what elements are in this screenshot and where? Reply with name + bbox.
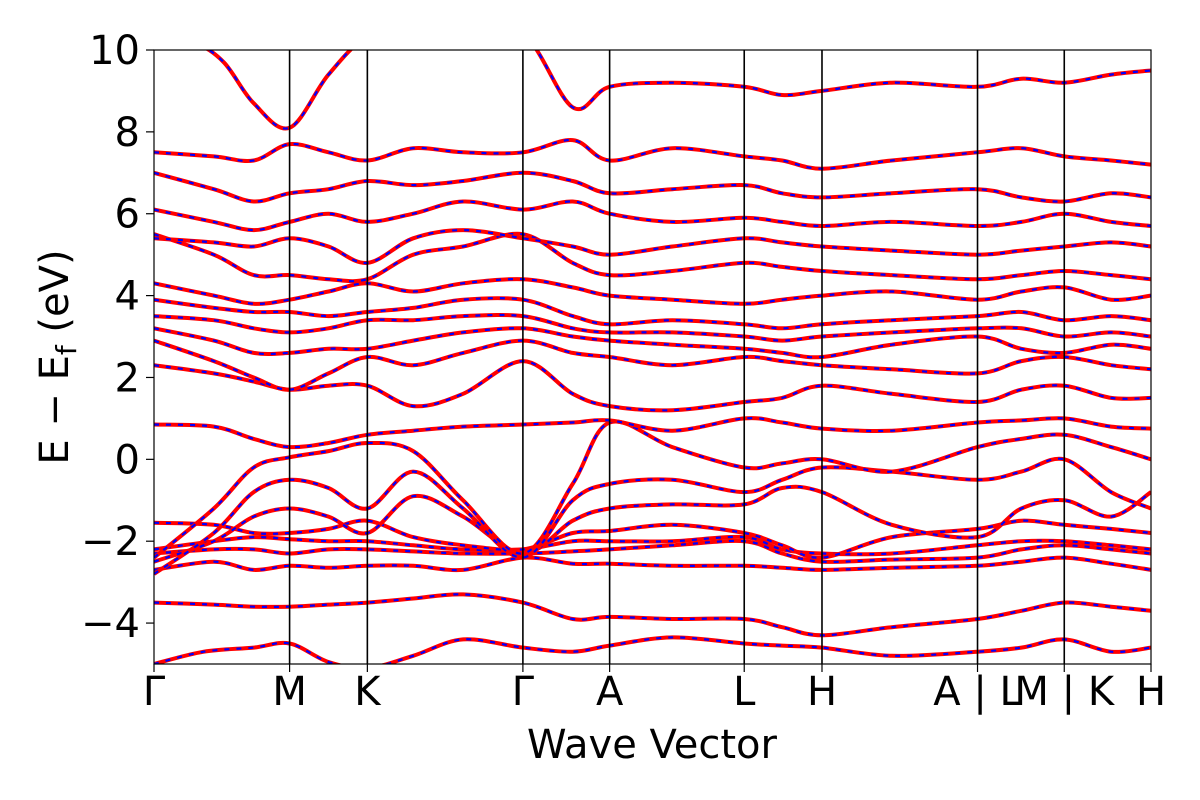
band-8-dashed bbox=[154, 457, 1151, 575]
y-tick-label: −2 bbox=[81, 519, 140, 565]
y-axis-ticks: −4 −2 0 2 4 6 8 10 bbox=[81, 28, 154, 647]
x-axis-ticks: Γ M K Γ A L H A | LM | K H bbox=[143, 664, 1166, 715]
band-19-solid bbox=[154, 199, 1151, 233]
band-22-dashed bbox=[206, 50, 1151, 130]
band-18-solid bbox=[154, 228, 1151, 265]
band-7-dashed bbox=[154, 485, 1151, 563]
band-13-dashed bbox=[154, 327, 1151, 359]
band-18-dashed bbox=[154, 228, 1151, 265]
band-16-dashed bbox=[154, 277, 1151, 306]
y-tick-label: 6 bbox=[115, 192, 140, 238]
x-tick-label: H bbox=[807, 669, 837, 715]
band-20-dashed bbox=[154, 171, 1151, 203]
y-axis-title-subscript: f bbox=[50, 344, 83, 355]
x-tick-label: M bbox=[272, 669, 307, 715]
x-tick-label: K bbox=[354, 669, 382, 715]
x-tick-label: Γ bbox=[143, 669, 166, 715]
x-tick-label: M | K bbox=[1014, 669, 1115, 715]
y-axis-title-unit: (eV) bbox=[32, 249, 78, 345]
y-tick-label: 4 bbox=[115, 274, 140, 320]
band-10-dashed bbox=[154, 417, 1151, 449]
y-tick-label: 10 bbox=[89, 28, 140, 74]
band-16-solid bbox=[154, 277, 1151, 306]
y-tick-label: −4 bbox=[81, 601, 140, 647]
x-tick-label: A bbox=[596, 669, 624, 715]
band-1-dashed bbox=[154, 636, 1151, 664]
y-tick-label: 0 bbox=[115, 437, 140, 483]
y-axis-title-main: E − E bbox=[32, 355, 78, 465]
band-3-solid bbox=[154, 555, 1151, 573]
band-12-solid bbox=[154, 338, 1151, 392]
band-4-solid bbox=[154, 538, 1151, 564]
band-17-dashed bbox=[154, 232, 1151, 283]
band-lines bbox=[154, 50, 1151, 664]
band-14-dashed bbox=[154, 313, 1151, 342]
band-14-solid bbox=[154, 312, 1151, 343]
band-21-dashed bbox=[154, 138, 1151, 170]
x-tick-label: A | L bbox=[933, 669, 1022, 715]
plot-frame bbox=[153, 49, 1152, 665]
x-axis-title: Wave Vector bbox=[527, 722, 778, 768]
band-21-solid bbox=[154, 138, 1151, 171]
band-2-solid bbox=[154, 592, 1151, 638]
band-8-solid bbox=[154, 456, 1151, 576]
band-15-dashed bbox=[154, 297, 1151, 330]
band-2-dashed bbox=[154, 593, 1151, 637]
y-axis-title: E − Ef (eV) bbox=[32, 249, 83, 464]
y-tick-label: 2 bbox=[115, 355, 140, 401]
x-tick-label: H bbox=[1136, 669, 1166, 715]
band-19-dashed bbox=[154, 200, 1151, 232]
band-5-solid bbox=[154, 534, 1151, 557]
y-tick-label: 8 bbox=[115, 110, 140, 156]
band-20-solid bbox=[154, 170, 1151, 204]
high-symmetry-lines bbox=[288, 50, 1066, 664]
x-tick-label: Γ bbox=[512, 669, 535, 715]
band-9-solid bbox=[154, 419, 1151, 560]
band-12-dashed bbox=[154, 339, 1151, 391]
x-tick-label: L bbox=[733, 669, 756, 715]
band-6-dashed bbox=[154, 519, 1151, 559]
